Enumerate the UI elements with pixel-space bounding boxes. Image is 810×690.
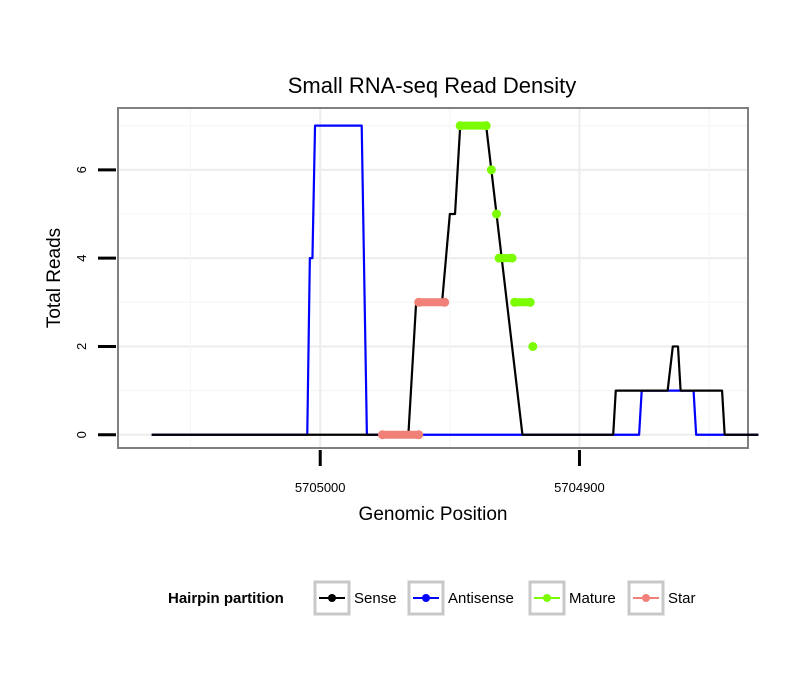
legend-item-mature: Mature — [528, 580, 616, 616]
series-point-mature — [510, 297, 520, 307]
chart-title: Small RNA-seq Read Density — [288, 73, 577, 98]
y-tick-label: 6 — [74, 166, 89, 173]
legend-item-sense: Sense — [313, 580, 397, 616]
legend: Hairpin partition Sense Antisense Mature St… — [168, 580, 696, 616]
series-star — [377, 297, 450, 440]
legend-label-star: Star — [668, 590, 696, 607]
series-point-star — [414, 297, 424, 307]
series-point-star — [440, 297, 450, 307]
series-point-mature — [525, 297, 535, 307]
series-point-mature — [494, 253, 504, 263]
series-point-star — [414, 430, 424, 440]
series-point-mature — [481, 121, 491, 131]
legend-label-mature: Mature — [569, 590, 616, 607]
legend-key-point — [543, 594, 551, 602]
y-tick-label: 0 — [74, 431, 89, 438]
series-point-mature — [486, 165, 496, 175]
legend-key-point — [642, 594, 650, 602]
series-point-mature — [455, 121, 465, 131]
series-point-star — [377, 430, 387, 440]
axes: 0 2 4 6 5705000 5704900 — [74, 166, 605, 495]
series-layer — [151, 121, 759, 440]
legend-title: Hairpin partition — [168, 590, 284, 607]
series-line-sense — [151, 124, 759, 436]
legend-label-antisense: Antisense — [448, 590, 514, 607]
grid — [118, 108, 748, 448]
y-tick-label: 4 — [74, 255, 89, 262]
legend-item-star: Star — [627, 580, 696, 616]
y-axis-title: Total Reads — [44, 228, 65, 328]
legend-key-point — [328, 594, 336, 602]
series-mature — [455, 121, 538, 351]
series-antisense — [151, 124, 759, 436]
x-axis-title: Genomic Position — [359, 504, 508, 525]
legend-item-antisense: Antisense — [407, 580, 514, 616]
x-tick-label: 5704900 — [554, 480, 605, 495]
legend-key-point — [422, 594, 430, 602]
plot-panel — [117, 107, 749, 449]
x-tick-label: 5705000 — [295, 480, 346, 495]
series-point-mature — [492, 209, 502, 219]
series-sense — [151, 124, 759, 436]
legend-label-sense: Sense — [354, 590, 397, 607]
series-point-mature — [507, 253, 517, 263]
series-line-antisense — [151, 124, 759, 436]
y-tick-label: 2 — [74, 343, 89, 350]
series-point-mature — [528, 341, 538, 351]
